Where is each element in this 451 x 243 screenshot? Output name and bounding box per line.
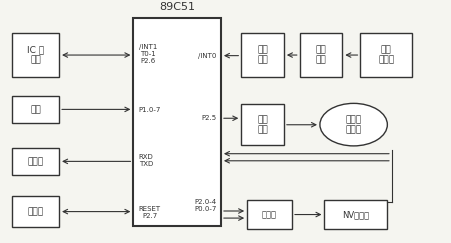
Text: NV存储器: NV存储器 [342,210,369,219]
Bar [241,104,284,145]
Text: 键盘: 键盘 [30,105,41,114]
Text: 光电
隔离: 光电 隔离 [257,45,268,65]
Text: IC 卡
接口: IC 卡 接口 [27,45,44,65]
Bar [360,33,412,77]
Text: /INT0: /INT0 [198,53,216,59]
Text: 显示器: 显示器 [28,157,44,166]
Text: P1.0-7: P1.0-7 [139,106,161,113]
Text: 89C51: 89C51 [159,2,195,12]
Text: 锁存器: 锁存器 [262,210,277,219]
Text: 油泵与
电磁阀: 油泵与 电磁阀 [345,115,362,134]
Bar [12,33,59,77]
Text: 功率
驱动: 功率 驱动 [257,115,268,134]
Bar [247,200,292,229]
Text: 看门狗: 看门狗 [28,207,44,216]
Bar [12,196,59,227]
Bar [12,96,59,123]
Bar [241,33,284,77]
Bar [133,18,221,226]
Text: RXD
TXD: RXD TXD [139,154,153,167]
Text: 信号
处理: 信号 处理 [316,45,327,65]
Bar [299,33,342,77]
Text: P2.5: P2.5 [202,115,216,121]
Bar [12,148,59,175]
Text: RESET
P2.7: RESET P2.7 [139,206,161,219]
Bar [324,200,387,229]
Text: P2.0-4
P0.0-7: P2.0-4 P0.0-7 [194,199,216,212]
Text: 涡轮
传感器: 涡轮 传感器 [378,45,394,65]
Text: /INT1
T0-1
P2.6: /INT1 T0-1 P2.6 [139,44,157,64]
Ellipse shape [320,103,387,146]
